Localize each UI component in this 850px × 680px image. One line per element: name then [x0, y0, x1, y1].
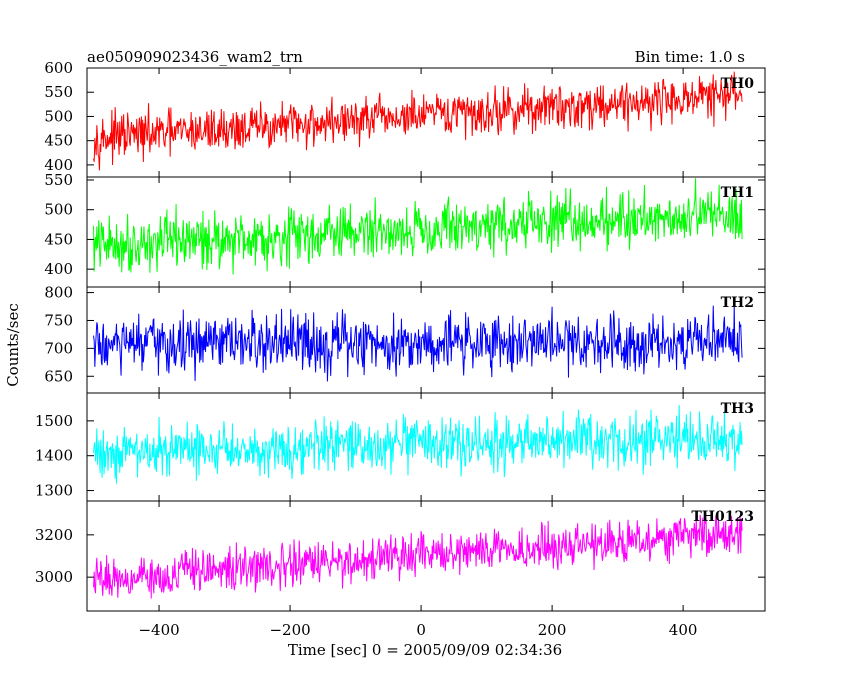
- panel-stack: 400 450 500 550 600 TH0 400 450 500 550 TH1 650 700 7…: [35, 59, 766, 612]
- y-tick-label: 1500: [35, 412, 73, 430]
- x-tick-label: 0: [416, 621, 426, 639]
- series-line-th0: [93, 71, 743, 171]
- y-tick-label: 400: [44, 260, 73, 278]
- panel-frame: [86, 67, 766, 178]
- y-tick-label: 550: [44, 83, 73, 101]
- channel-label-th2: TH2: [721, 295, 754, 311]
- channel-label-th0123: TH0123: [691, 509, 754, 525]
- y-axis-label: Counts/sec: [4, 303, 22, 387]
- channel-label-th0: TH0: [721, 76, 755, 92]
- y-tick-label: 650: [44, 367, 73, 385]
- panel-th0: 400 450 500 550 600 TH0: [44, 59, 766, 178]
- series-line-th1: [93, 178, 743, 275]
- y-tick-label: 700: [44, 339, 73, 357]
- y-tick-label: 450: [44, 132, 73, 150]
- x-axis: −400 −200 0 200 400: [138, 621, 697, 639]
- y-tick-label: 3200: [35, 526, 73, 544]
- x-tick-label: −400: [138, 621, 179, 639]
- y-tick-label: 1300: [35, 482, 73, 500]
- x-axis-label: Time [sec] 0 = 2005/09/09 02:34:36: [288, 641, 562, 659]
- chart-title: ae050909023436_wam2_trn: [87, 48, 303, 66]
- y-tick-label: 500: [44, 107, 73, 125]
- series-line-th0123: [93, 514, 743, 599]
- y-tick-label: 800: [44, 284, 73, 302]
- panel-th2: 650 700 750 800 TH2: [44, 284, 766, 394]
- channel-label-th3: TH3: [721, 401, 754, 417]
- y-tick-label: 450: [44, 230, 73, 248]
- panel-th1: 400 450 500 550 TH1: [44, 171, 766, 288]
- series-line-th3: [93, 405, 743, 484]
- panel-frame: [86, 500, 766, 612]
- y-tick-label: 400: [44, 156, 73, 174]
- panel-th0123: 3000 3200 TH0123: [35, 500, 766, 612]
- y-tick-label: 600: [44, 59, 73, 77]
- y-tick-label: 750: [44, 311, 73, 329]
- y-tick-label: 1400: [35, 447, 73, 465]
- channel-label-th1: TH1: [721, 185, 754, 201]
- y-tick-label: 3000: [35, 568, 73, 586]
- y-tick-label: 550: [44, 171, 73, 189]
- bin-time-label: Bin time: 1.0 s: [635, 48, 745, 66]
- series-line-th2: [93, 303, 743, 382]
- panel-th3: 1300 1400 1500 TH3: [35, 392, 766, 502]
- x-tick-label: 400: [669, 621, 698, 639]
- x-tick-label: −200: [269, 621, 310, 639]
- y-tick-label: 500: [44, 201, 73, 219]
- x-tick-label: 200: [538, 621, 567, 639]
